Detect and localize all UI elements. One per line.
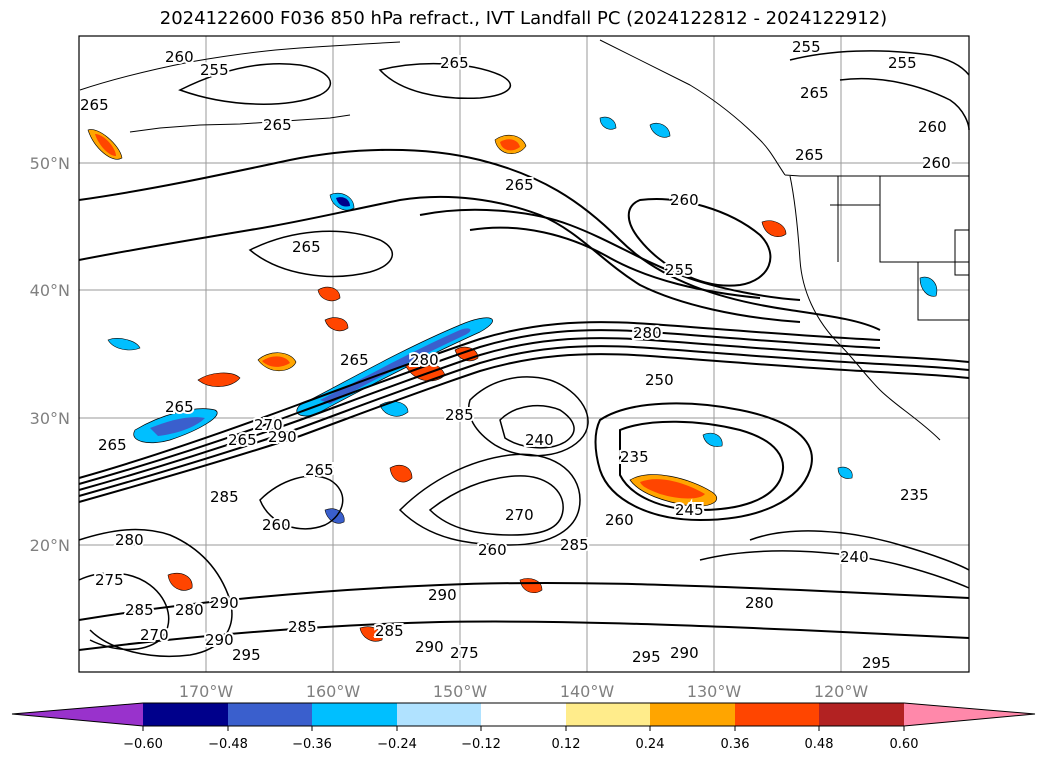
colorbar: −0.60 −0.48 −0.36 −0.24 −0.12 0.12 0.24 … <box>11 702 1036 752</box>
contour-label: 235 <box>900 486 929 504</box>
colorbar-left-extension <box>12 703 143 726</box>
contour-lines <box>78 50 970 658</box>
colorbar-tick: 0.24 <box>636 737 665 752</box>
map-border <box>78 35 970 673</box>
lon-label: 130°W <box>687 682 742 701</box>
contour-label: 280 <box>410 351 439 369</box>
lon-label: 170°W <box>179 682 234 701</box>
lat-label: 50°N <box>30 154 70 173</box>
colorbar-segment <box>312 703 397 726</box>
colorbar-tick: −0.48 <box>208 737 248 752</box>
lon-label: 160°W <box>306 682 361 701</box>
colorbar-tick: 0.60 <box>890 737 919 752</box>
colorbar-tick: 0.36 <box>721 737 750 752</box>
contour-label: 255 <box>665 261 694 279</box>
colorbar-segment <box>228 703 312 726</box>
contour-label: 265 <box>165 398 194 416</box>
contour-label: 240 <box>525 431 554 449</box>
lat-label: 30°N <box>30 409 70 428</box>
lat-label: 20°N <box>30 536 70 555</box>
contour-label: 265 <box>263 116 292 134</box>
lon-label: 140°W <box>560 682 615 701</box>
contour-label: 255 <box>200 61 229 79</box>
contour-label: 265 <box>440 54 469 72</box>
map-title: 2024122600 F036 850 hPa refract., IVT La… <box>159 8 888 29</box>
colorbar-tick: −0.36 <box>292 737 332 752</box>
map-area: 260 255 265 265 265 255 255 265 260 260 … <box>78 35 970 674</box>
contour-label: 285 <box>125 601 154 619</box>
contour-label: 260 <box>922 154 951 172</box>
contour-label: 255 <box>792 38 821 56</box>
contour-label: 265 <box>795 146 824 164</box>
contour-label: 260 <box>918 118 947 136</box>
contour-label: 275 <box>450 644 479 662</box>
contour-label: 280 <box>115 531 144 549</box>
contour-label: 235 <box>620 448 649 466</box>
shaded-blobs <box>87 116 938 642</box>
colorbar-tick: −0.60 <box>123 737 163 752</box>
lon-label: 120°W <box>814 682 869 701</box>
contour-label: 285 <box>288 618 317 636</box>
contour-label: 290 <box>670 644 699 662</box>
contour-label: 260 <box>165 48 194 66</box>
contour-label: 265 <box>340 351 369 369</box>
contour-label: 290 <box>210 594 239 612</box>
colorbar-tick: 0.48 <box>805 737 834 752</box>
contour-label: 255 <box>888 54 917 72</box>
contour-label: 250 <box>645 371 674 389</box>
contour-label: 295 <box>632 648 661 666</box>
contour-label: 295 <box>232 646 261 664</box>
colorbar-segment <box>143 703 228 726</box>
contour-label: 270 <box>254 416 283 434</box>
lat-label: 40°N <box>30 281 70 300</box>
contour-label: 290 <box>428 586 457 604</box>
colorbar-segment <box>481 703 566 726</box>
contour-label: 295 <box>862 654 891 672</box>
contour-label: 285 <box>210 488 239 506</box>
contour-label: 265 <box>800 84 829 102</box>
contour-label: 290 <box>205 631 234 649</box>
colorbar-right-extension <box>904 703 1035 726</box>
contour-label: 265 <box>292 238 321 256</box>
contour-labels: 260 255 265 265 265 255 255 265 260 260 … <box>78 36 953 674</box>
longitude-labels: 170°W 160°W 150°W 140°W 130°W 120°W <box>179 682 869 701</box>
contour-label: 265 <box>98 436 127 454</box>
contour-label: 265 <box>80 96 109 114</box>
colorbar-segment <box>397 703 481 726</box>
contour-label: 260 <box>670 191 699 209</box>
contour-label: 265 <box>228 431 257 449</box>
contour-label: 285 <box>560 536 589 554</box>
contour-label: 265 <box>305 461 334 479</box>
contour-label: 260 <box>262 516 291 534</box>
contour-label: 290 <box>268 428 297 446</box>
colorbar-segment <box>819 703 904 726</box>
colorbar-tick: 0.12 <box>552 737 581 752</box>
contour-label: 260 <box>478 541 507 559</box>
colorbar-tick: −0.24 <box>377 737 417 752</box>
colorbar-segment <box>566 703 650 726</box>
contour-label: 280 <box>175 601 204 619</box>
colorbar-segment <box>735 703 819 726</box>
contour-label: 280 <box>633 324 662 342</box>
contour-label: 270 <box>140 626 169 644</box>
contour-label: 260 <box>605 511 634 529</box>
contour-label: 245 <box>675 501 704 519</box>
contour-label: 290 <box>415 638 444 656</box>
colorbar-segment <box>650 703 735 726</box>
contour-label: 285 <box>375 622 404 640</box>
lon-label: 150°W <box>433 682 488 701</box>
contour-label: 275 <box>95 571 124 589</box>
latitude-labels: 50°N 40°N 30°N 20°N <box>30 154 70 555</box>
contour-label: 265 <box>505 176 534 194</box>
contour-label: 270 <box>505 506 534 524</box>
contour-label: 280 <box>745 594 774 612</box>
contour-label: 240 <box>840 548 869 566</box>
colorbar-tick: −0.12 <box>461 737 501 752</box>
contour-label: 285 <box>445 406 474 424</box>
